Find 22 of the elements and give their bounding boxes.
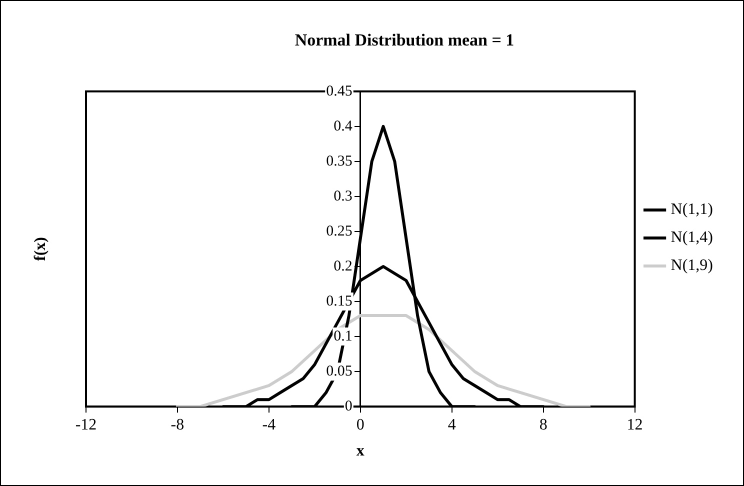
x-tick-label: -8 [170, 416, 184, 434]
y-tick-label: 0.35 [326, 153, 352, 170]
y-tick-label: 0.45 [326, 83, 352, 100]
y-tick-label: 0 [344, 398, 352, 415]
y-tick-label: 0.25 [326, 223, 352, 240]
y-tick-label: 0.3 [334, 188, 352, 204]
x-tick-label: -4 [262, 416, 276, 434]
legend-label: N(1,1) [670, 201, 714, 218]
legend-label: N(1,4) [670, 229, 714, 246]
chart-title: Normal Distribution mean = 1 [294, 30, 514, 50]
y-tick-label: 0.4 [334, 118, 353, 134]
x-tick-label: 4 [448, 416, 456, 434]
x-tick-label: 12 [626, 416, 643, 434]
x-tick-label: 0 [356, 416, 364, 434]
x-tick-label: -12 [75, 416, 97, 434]
x-axis-title: x [356, 442, 364, 460]
legend-label: N(1,9) [670, 257, 714, 274]
y-tick-label: 0.1 [334, 328, 352, 344]
y-tick-label: 0.2 [334, 258, 352, 274]
y-axis-title: f(x) [32, 237, 50, 261]
x-tick-label: 8 [539, 416, 548, 434]
y-tick-label: 0.15 [326, 293, 352, 310]
